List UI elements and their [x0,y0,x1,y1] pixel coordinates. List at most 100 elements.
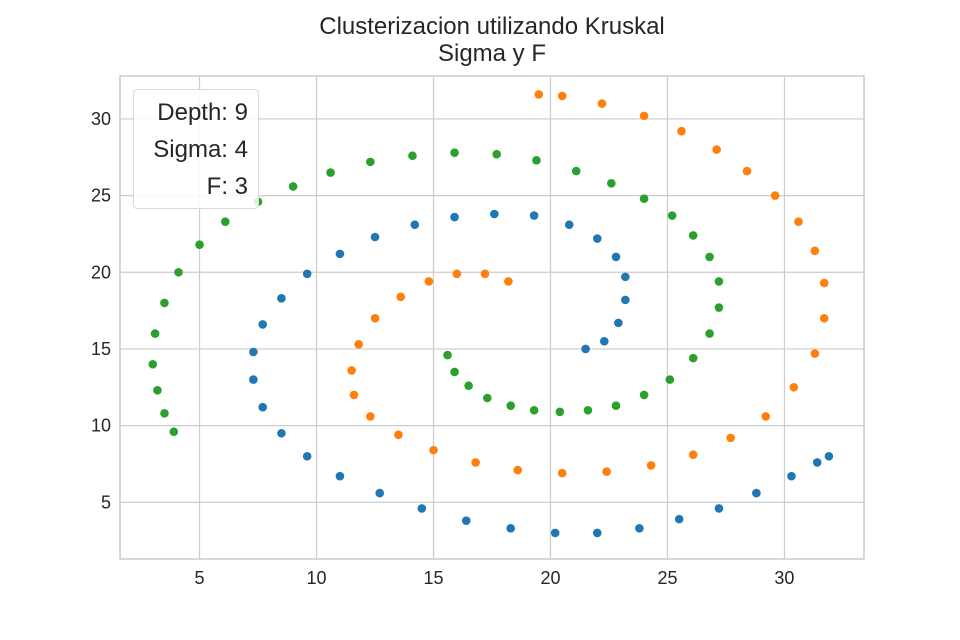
data-point-series-1 [335,471,345,481]
data-point-series-2 [354,340,363,349]
data-point-series-3 [288,182,298,191]
data-point-series-1 [375,488,384,498]
data-point-series-3 [667,211,677,220]
x-tick-labels: 5 10 15 20 25 30 [195,568,795,588]
data-point-series-2 [557,91,567,101]
data-point-series-2 [761,412,771,421]
data-point-series-2 [819,278,829,288]
y-tick-label: 25 [91,186,111,206]
data-point-series-2 [789,382,799,392]
data-point-series-3 [483,393,492,403]
data-point-series-1 [550,528,560,538]
legend-box: Depth: 9 Sigma: 4 F: 3 [133,89,259,209]
data-point-series-3 [555,407,565,417]
x-tick-label: 5 [195,568,205,588]
data-point-series-1 [824,451,834,461]
data-point-series-1 [249,347,258,357]
data-point-series-3 [408,151,417,161]
data-point-series-3 [160,409,169,418]
data-point-series-1 [277,428,286,438]
data-point-series-3 [714,303,724,312]
data-point-series-3 [174,267,183,277]
data-point-series-2 [471,458,480,467]
data-point-series-2 [557,468,567,478]
data-point-series-2 [810,246,820,256]
data-point-series-1 [370,232,380,242]
data-point-series-2 [534,90,544,99]
data-point-series-3 [326,168,335,177]
y-tick-label: 30 [91,109,111,129]
data-point-series-1 [410,220,420,230]
data-point-series-1 [614,318,623,328]
legend-depth: Depth: 9 [157,99,248,126]
data-point-series-2 [712,145,721,154]
data-point-series-3 [611,401,621,410]
data-point-series-1 [635,524,644,533]
data-point-series-3 [195,240,204,249]
data-point-series-3 [169,427,179,437]
data-point-series-3 [220,217,230,226]
x-tick-label: 10 [307,568,327,588]
data-point-series-2 [452,269,462,279]
chart-title: Clusterizacion utilizando Kruskal [319,13,665,40]
data-point-series-2 [394,430,403,440]
data-point-series-2 [819,313,829,323]
data-point-series-3 [450,148,459,157]
data-point-series-2 [349,390,359,400]
data-point-series-2 [688,450,698,460]
data-point-series-1 [787,471,796,481]
data-point-series-1 [490,209,499,219]
plot-frame [119,75,865,560]
x-tick-label: 30 [774,568,794,588]
data-point-series-2 [366,412,375,421]
data-point-series-1 [592,528,602,538]
data-points [148,90,834,538]
data-point-series-2 [646,461,656,470]
data-point-series-2 [602,467,611,476]
data-point-series-2 [726,433,735,443]
data-point-series-1 [611,252,621,262]
data-point-series-3 [450,367,459,377]
data-point-series-1 [581,344,590,354]
data-point-series-2 [597,99,607,108]
data-point-series-1 [621,272,630,282]
data-point-series-1 [258,402,268,412]
data-point-series-3 [571,166,581,176]
data-point-series-3 [492,149,501,159]
data-point-series-3 [705,329,714,338]
data-point-series-1 [674,514,684,524]
y-tick-labels: 5 10 15 20 25 30 [91,109,111,512]
data-point-series-3 [153,386,162,395]
data-point-series-2 [639,111,649,121]
data-point-series-1 [461,516,471,525]
data-point-series-3 [665,375,675,384]
data-point-series-3 [148,359,158,369]
data-point-series-1 [600,336,609,346]
data-point-series-3 [714,277,724,286]
data-point-series-3 [705,252,714,262]
y-tick-label: 20 [91,262,111,282]
data-point-series-3 [607,179,616,188]
data-point-series-1 [529,211,539,220]
x-tick-label: 15 [423,568,443,588]
data-point-series-2 [770,191,780,200]
x-tick-label: 20 [540,568,560,588]
data-point-series-1 [258,320,268,329]
data-point-series-1 [417,504,427,513]
data-point-series-3 [688,353,698,363]
data-point-series-1 [506,524,516,533]
legend-sigma: Sigma: 4 [153,136,248,163]
data-point-series-3 [639,390,649,400]
data-point-series-2 [424,277,434,286]
data-point-series-1 [752,488,761,498]
data-point-series-2 [677,126,686,136]
data-point-series-2 [480,269,490,279]
data-point-series-3 [583,405,593,415]
data-point-series-1 [592,234,602,243]
data-point-series-1 [277,294,286,303]
data-point-series-1 [812,458,822,467]
grid-lines [120,76,864,559]
data-point-series-2 [742,166,752,176]
data-point-series-1 [249,375,258,384]
